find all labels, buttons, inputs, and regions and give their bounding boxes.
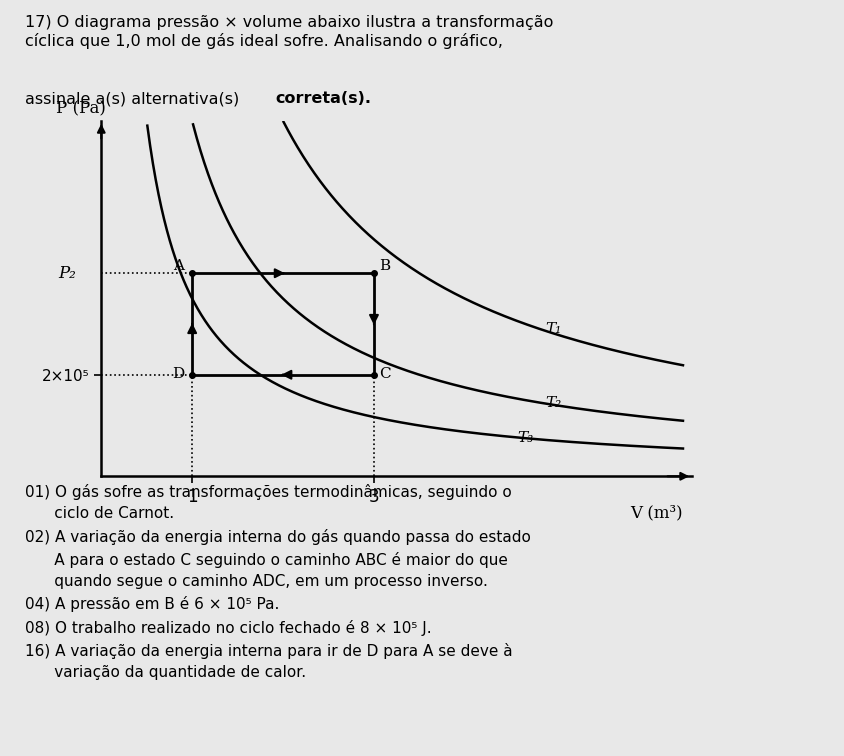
Text: C: C (379, 367, 391, 381)
Text: correta(s).: correta(s). (275, 91, 371, 107)
Text: T₂: T₂ (545, 396, 561, 411)
Text: assinale a(s) alternativa(s): assinale a(s) alternativa(s) (25, 91, 245, 107)
Text: P (Pa): P (Pa) (56, 101, 106, 117)
Text: T₁: T₁ (545, 322, 561, 336)
Text: A: A (173, 259, 184, 273)
Text: 17) O diagrama pressão × volume abaixo ilustra a transformação
cíclica que 1,0 m: 17) O diagrama pressão × volume abaixo i… (25, 15, 554, 48)
Text: P₂: P₂ (58, 265, 76, 282)
Text: B: B (379, 259, 391, 273)
Text: 01) O gás sofre as transformações termodinâmicas, seguindo o
      ciclo de Carn: 01) O gás sofre as transformações termod… (25, 484, 531, 680)
Text: D: D (172, 367, 185, 381)
Text: T₃: T₃ (517, 431, 533, 445)
Text: V (m³): V (m³) (630, 504, 683, 521)
